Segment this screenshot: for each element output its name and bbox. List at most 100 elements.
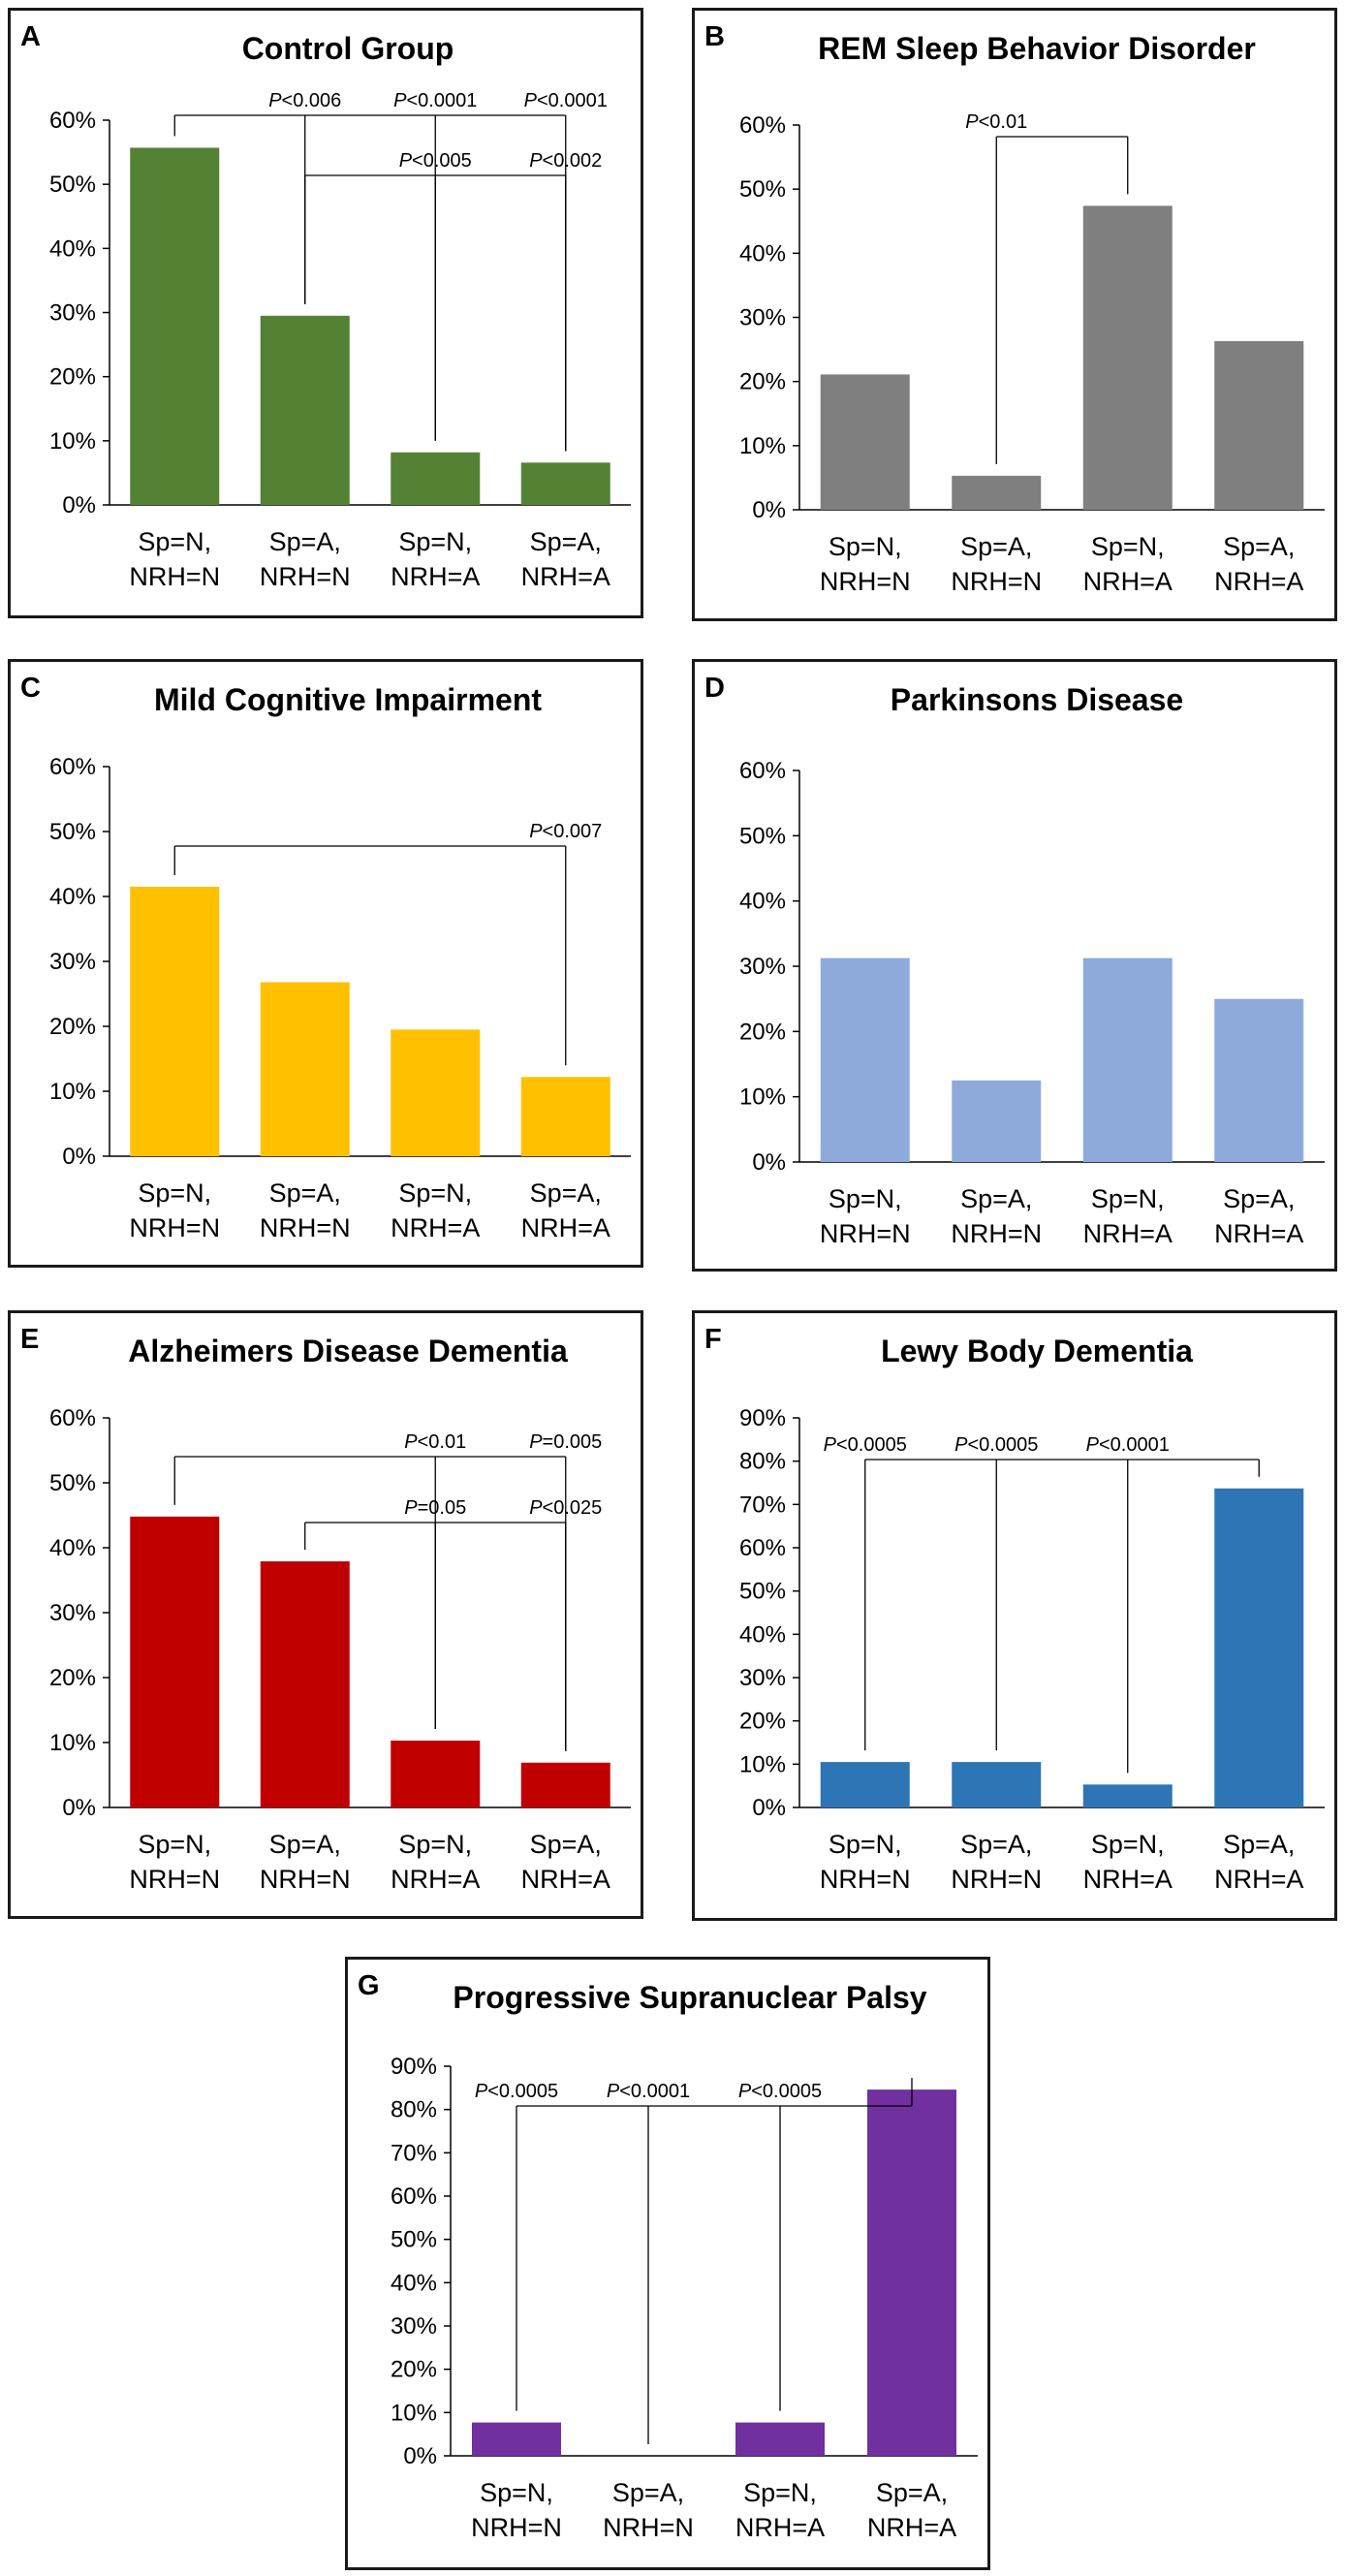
y-tick-label: 50% (391, 2227, 437, 2253)
x-category-label: Sp=A, (530, 1830, 602, 1859)
chart-title: Progressive Supranuclear Palsy (453, 1980, 926, 2015)
p-value-label: P<0.01 (965, 111, 1027, 133)
y-tick-label: 10% (739, 433, 786, 459)
x-category-label: Sp=A, (612, 2478, 684, 2507)
x-category-label: NRH=A (391, 1865, 480, 1894)
y-tick-label: 40% (739, 1621, 786, 1648)
x-category-label: NRH=A (391, 1213, 480, 1242)
panel-letter: C (20, 673, 41, 704)
y-tick-label: 90% (391, 2054, 437, 2080)
x-category-label: Sp=A, (876, 2478, 948, 2507)
p-value-label: P<0.0001 (524, 90, 608, 111)
panel-d: D Parkinsons Disease 0% 10% 20% 30% 40% 50% 60% S… (692, 659, 1337, 1272)
y-tick-label: 50% (49, 172, 96, 198)
y-tick-label: 20% (49, 1014, 96, 1040)
p-value-label: P<0.0001 (607, 2081, 690, 2102)
y-tick-label: 0% (62, 1795, 96, 1821)
p-value-label: P<0.006 (268, 90, 341, 111)
y-tick-label: 20% (391, 2357, 437, 2383)
p-value-label: P<0.0005 (824, 1434, 907, 1456)
x-category-label: NRH=A (521, 1865, 610, 1894)
x-category-label: NRH=N (471, 2513, 562, 2542)
bar-3 (1082, 205, 1173, 510)
chart-title: Lewy Body Dementia (881, 1334, 1193, 1368)
panel-letter: D (704, 673, 725, 704)
x-category-label: Sp=N, (138, 527, 211, 556)
y-tick-label: 30% (49, 300, 96, 327)
x-category-label: Sp=N, (138, 1830, 211, 1859)
bar-2 (952, 475, 1042, 510)
x-category-label: Sp=A, (269, 1178, 341, 1208)
y-tick-label: 10% (739, 1751, 786, 1777)
y-tick-label: 70% (391, 2140, 437, 2166)
x-category-label: Sp=N, (398, 1178, 472, 1208)
p-value-label: P<0.0005 (954, 1434, 1038, 1456)
panel-g: G Progressive Supranuclear Palsy 0% 10% 20% 3… (345, 1957, 990, 2570)
bar-1 (130, 147, 220, 505)
y-tick-label: 40% (49, 884, 96, 910)
x-category-label: NRH=N (951, 1865, 1042, 1894)
x-category-label: NRH=A (391, 562, 480, 591)
y-tick-label: 50% (49, 1470, 96, 1496)
y-tick-label: 50% (49, 819, 96, 845)
bar-2 (952, 1080, 1042, 1162)
x-category-label: Sp=A, (960, 532, 1032, 561)
bar-2 (260, 982, 350, 1156)
x-category-label: NRH=N (820, 1219, 911, 1248)
y-tick-label: 60% (49, 754, 96, 780)
bar-4 (520, 1762, 610, 1807)
x-category-label: Sp=N, (398, 527, 472, 556)
bar-1 (820, 374, 910, 510)
chart-svg-d: D Parkinsons Disease 0% 10% 20% 30% 40% 50% 60% S… (704, 673, 1325, 1248)
bar-1 (820, 958, 910, 1162)
x-category-label: Sp=N, (480, 2478, 553, 2507)
y-tick-label: 40% (49, 1535, 96, 1561)
chart-svg-c: C Mild Cognitive Impairment 0% 10% 20% 30% 40%… (20, 673, 631, 1242)
x-category-label: NRH=A (867, 2513, 956, 2542)
y-tick-label: 0% (752, 1795, 786, 1821)
p-value-label: P<0.0005 (738, 2081, 822, 2102)
chart-svg-a: A Control Group 0% 10% 20% 30% 40% 50% 60% Sp=N, N… (20, 21, 631, 591)
y-tick-label: 20% (739, 1019, 786, 1045)
bar-1 (130, 886, 220, 1156)
x-category-label: NRH=N (603, 2513, 694, 2542)
y-tick-label: 30% (391, 2313, 437, 2340)
bar-1 (130, 1516, 220, 1807)
y-tick-label: 0% (62, 492, 96, 518)
x-category-label: Sp=A, (530, 527, 602, 556)
y-tick-label: 20% (49, 1665, 96, 1691)
x-category-label: NRH=A (1214, 567, 1303, 596)
x-category-label: NRH=N (820, 1865, 911, 1894)
y-tick-label: 20% (739, 369, 786, 395)
y-tick-label: 80% (739, 1449, 786, 1475)
x-category-label: NRH=A (1214, 1219, 1303, 1248)
bar-4 (867, 2089, 956, 2456)
bar-3 (391, 1029, 481, 1156)
x-category-label: Sp=A, (1223, 1830, 1295, 1859)
y-tick-label: 40% (49, 236, 96, 262)
panel-letter: G (358, 1970, 380, 2001)
p-value-label: P<0.025 (529, 1497, 602, 1519)
panel-letter: E (20, 1324, 39, 1355)
panel-f: F Lewy Body Dementia 0% 10% 20% 30% 40% 50% 60% 7… (692, 1310, 1337, 1921)
chart-title: REM Sleep Behavior Disorder (818, 31, 1256, 66)
y-tick-label: 10% (49, 428, 96, 455)
bar-3 (391, 452, 481, 505)
bar-3 (1082, 958, 1173, 1162)
x-category-label: Sp=N, (829, 1184, 902, 1213)
x-category-label: NRH=A (1083, 567, 1173, 596)
chart-title: Parkinsons Disease (891, 682, 1183, 717)
p-value-label: P=0.005 (529, 1431, 602, 1453)
x-category-label: NRH=N (260, 1865, 351, 1894)
x-category-label: Sp=N, (1091, 532, 1165, 561)
chart-title: Alzheimers Disease Dementia (128, 1334, 568, 1368)
x-category-label: NRH=N (260, 1213, 351, 1242)
y-tick-label: 20% (49, 364, 96, 391)
y-tick-label: 50% (739, 176, 786, 203)
y-tick-label: 80% (391, 2097, 437, 2123)
p-value-label: P<0.0001 (393, 90, 477, 111)
panel-letter: B (704, 21, 725, 52)
bar-2 (260, 1561, 350, 1807)
x-category-label: NRH=N (951, 1219, 1042, 1248)
chart-title: Control Group (242, 31, 454, 66)
